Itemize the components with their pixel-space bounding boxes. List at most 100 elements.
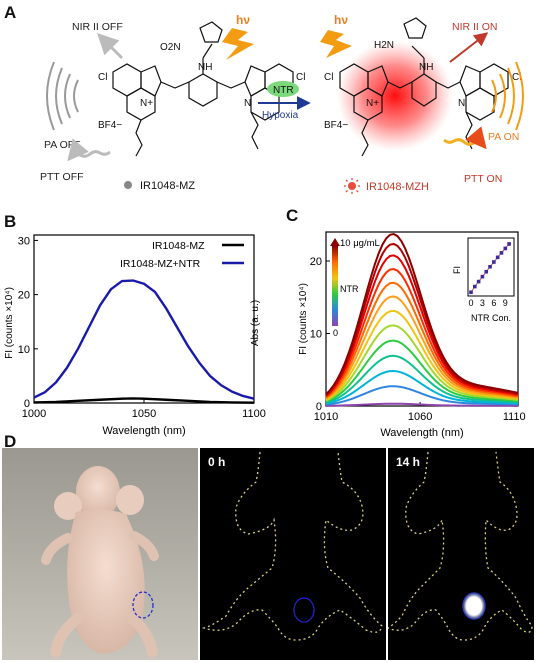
spectrum-curve-8 <box>325 281 519 399</box>
x-tick-label: 1060 <box>408 411 432 423</box>
legend-label-1: IR1048-MZ+NTR <box>120 258 201 270</box>
inset-point <box>476 279 481 284</box>
pa-off-waves <box>46 61 79 131</box>
plot-frame <box>325 231 519 407</box>
inset-x-tick-label: 3 <box>480 298 485 308</box>
ptt-on-label: PTT ON <box>464 173 502 185</box>
colorbar-top: 10 μg/mL <box>340 238 380 249</box>
nh-left: NH <box>198 62 212 73</box>
red-sun-icon <box>344 178 360 194</box>
nplus-left: N+ <box>140 98 153 109</box>
no2-label: O2N <box>160 42 181 53</box>
lightning-left-icon <box>222 28 254 60</box>
ptt-on-arrow <box>443 126 487 150</box>
bf4-right: BF4− <box>324 120 348 131</box>
ptt-off-label: PTT OFF <box>40 171 84 183</box>
hv-right-label: hν <box>334 13 348 27</box>
h2n-label: H2N <box>374 40 394 51</box>
inset-point <box>488 264 492 269</box>
colorbar <box>332 246 338 326</box>
spectrum-curve-5 <box>325 324 519 402</box>
mouse-body <box>41 466 159 658</box>
ntr-label: NTR <box>273 85 294 96</box>
mouse-outline-0h <box>201 451 383 641</box>
y-axis-label: FI (counts ×10⁴) <box>298 283 309 355</box>
inset-point <box>484 269 489 274</box>
nplus-right: N+ <box>366 98 379 109</box>
spectrum-curve-6 <box>325 309 519 401</box>
spectrum-curve-2 <box>325 370 519 405</box>
y-tick-label: 10 <box>310 329 322 341</box>
cl-right-a: Cl <box>324 72 333 83</box>
hv-left-label: hν <box>236 13 250 27</box>
colorbar-mid: NTR <box>340 284 359 294</box>
tumor-signal <box>462 592 486 620</box>
inset-point <box>480 274 485 279</box>
n-right: N <box>458 98 465 109</box>
pa-on-label: PA ON <box>488 131 519 143</box>
time-label-14h: 14 h <box>396 455 420 469</box>
inset-point <box>469 290 473 295</box>
nh-right: NH <box>419 62 433 73</box>
time-label-0h: 0 h <box>208 455 225 469</box>
panel-a-scheme: Cl Cl N+ N NH O2N BF4− NIR II OFF PA OFF… <box>40 13 524 194</box>
colorbar-bottom: 0 <box>333 328 338 338</box>
right-molecule-name: IR1048-MZH <box>366 181 429 193</box>
mouse-outline-14h <box>388 451 533 641</box>
inset-y-label: FI <box>452 266 462 274</box>
n-left: N <box>244 98 251 109</box>
x-axis-label: Wavelength (nm) <box>380 427 463 439</box>
panel-letter-d: D <box>4 432 17 451</box>
hypoxia-label: Hypoxia <box>262 110 299 121</box>
series-line-0 <box>33 397 255 404</box>
mouse-photo <box>2 448 198 660</box>
cl-right-b: Cl <box>512 72 521 83</box>
inset-x-tick-label: 6 <box>491 298 496 308</box>
nir-off-arrow <box>97 33 124 60</box>
inset-point <box>495 255 500 260</box>
cl-left-a: Cl <box>98 72 107 83</box>
nir-on-label: NIR II ON <box>452 21 498 33</box>
image-14h: 14 h <box>388 448 534 660</box>
spectrum-curve-11 <box>325 242 519 396</box>
gray-dot-icon <box>124 181 132 189</box>
x-tick-label: 1110 <box>503 411 526 423</box>
inset-x-tick-label: 0 <box>468 298 473 308</box>
image-0h: 0 h <box>200 448 386 660</box>
right-molecule <box>339 17 509 157</box>
nir-on-arrow <box>449 32 489 63</box>
inset-x-tick-label: 9 <box>503 298 508 308</box>
y-tick-label: 20 <box>310 256 322 268</box>
y-tick-label: 0 <box>316 401 322 413</box>
x-tick-label: 1010 <box>314 411 338 423</box>
colorbar-arrow-icon <box>330 238 340 246</box>
tumor-outline <box>132 591 154 619</box>
inset-point <box>507 242 511 246</box>
spectrum-curve-10 <box>325 254 519 397</box>
inset-point <box>473 284 477 289</box>
x-tick-label: 1050 <box>132 408 156 420</box>
tumor-outline <box>293 597 315 623</box>
panel-letter-a: A <box>4 3 17 22</box>
legend-label-0: IR1048-MZ <box>152 240 205 252</box>
lightning-right-icon <box>320 30 352 58</box>
spectrum-curve-1 <box>325 385 519 406</box>
inset-point <box>499 251 504 255</box>
x-tick-label: 1000 <box>22 408 46 420</box>
x-tick-label: 1100 <box>242 408 266 420</box>
inset-point <box>492 260 496 264</box>
y-tick-label: 20 <box>18 290 30 302</box>
inset-x-label: NTR Con. <box>471 313 511 323</box>
spectrum-curve-0 <box>325 402 519 407</box>
spectrum-curve-7 <box>325 295 519 400</box>
panel-b-chart: 1000 1050 1100 0 10 20 30 FI (counts ×10⁴) Abs… <box>4 234 266 437</box>
spectrum-curve-3 <box>325 354 519 404</box>
left-molecule-name: IR1048-MZ <box>140 180 195 192</box>
cl-left-b: Cl <box>296 72 305 83</box>
panel-letter-c: C <box>286 206 299 225</box>
y-axis-label: FI (counts ×10⁴) <box>4 287 15 359</box>
spectrum-curve-12 <box>325 233 519 396</box>
ptt-off-arrow <box>67 138 111 162</box>
spectrum-curve-9 <box>325 268 519 398</box>
